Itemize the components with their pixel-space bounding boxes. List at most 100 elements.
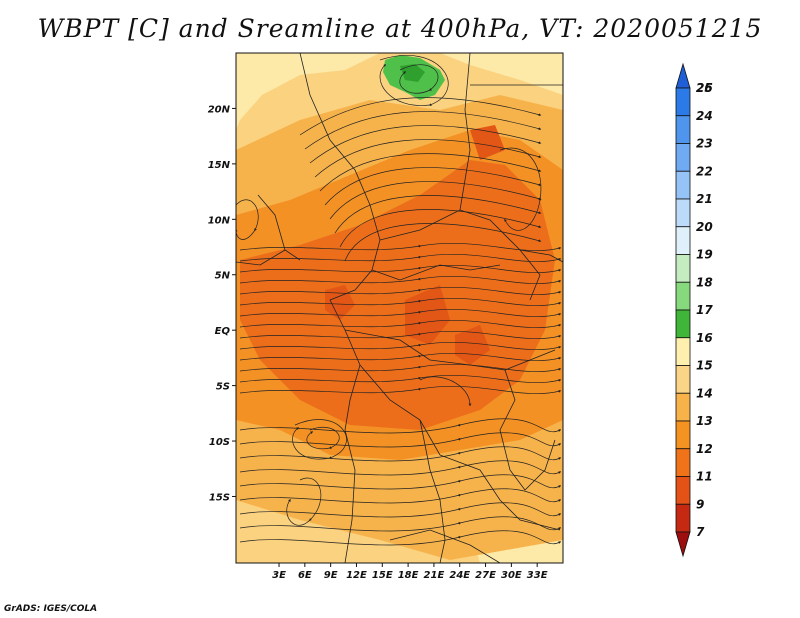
lat-tick-label: 10S (209, 437, 230, 448)
colorbar-swatch (675, 254, 691, 283)
colorbar-swatch (675, 143, 691, 172)
lon-tick-label: 9E (324, 570, 338, 581)
longitude-ticks: 3E 6E 9E 12E 15E 18E 21E 24E 27E 30E 33E (272, 563, 548, 581)
streamline-11 (239, 364, 562, 372)
wbpt-fill-layer (236, 53, 563, 563)
streamline-23 (344, 223, 542, 262)
streamline-32 (239, 530, 562, 546)
border-line-8 (344, 364, 361, 563)
lon-tick-label: 27E (475, 570, 496, 581)
streamlines (236, 55, 562, 546)
streamline-8 (239, 331, 562, 339)
streamline-2 (239, 265, 562, 273)
streamline-26 (239, 446, 562, 462)
plot-area (236, 53, 563, 563)
colorbar-label: 11 (696, 470, 713, 484)
colorbar-swatch (675, 87, 691, 117)
streamline-29 (239, 488, 562, 504)
lon-tick-label: 12E (346, 570, 367, 581)
colorbar-swatch (675, 198, 691, 228)
colorbar-label: 20 (696, 220, 713, 234)
border-line-15 (389, 529, 501, 563)
colorbar-label: 13 (696, 414, 713, 428)
colorbar-label: 23 (696, 137, 713, 151)
lat-tick-label: EQ (215, 326, 231, 337)
border-line-5 (329, 299, 441, 456)
colorbar-label: 25 (696, 81, 713, 95)
streamline-18 (319, 153, 542, 192)
streamline-38 (286, 477, 322, 526)
lat-tick-label: 5S (216, 382, 230, 393)
colorbar-label: 18 (696, 275, 713, 289)
streamline-40 (419, 376, 472, 407)
colorbar-swatch (675, 309, 691, 339)
streamline-1 (239, 254, 562, 262)
border-line-12 (257, 194, 301, 261)
streamline-31 (239, 516, 562, 532)
colorbar-label: 14 (696, 386, 713, 400)
streamline-9 (239, 342, 562, 350)
streamline-16 (309, 125, 542, 164)
streamline-27 (239, 460, 562, 476)
streamline-4 (239, 287, 562, 295)
streamline-13 (239, 386, 562, 394)
streamline-3 (239, 276, 562, 284)
colorbar-label: 9 (696, 497, 704, 511)
lon-tick-label: 24E (449, 570, 470, 581)
streamline-6 (239, 309, 562, 317)
lon-tick-label: 6E (298, 570, 312, 581)
colorbar-label: 12 (696, 442, 713, 456)
plot-frame (235, 52, 564, 564)
colorbar-swatch (675, 448, 691, 477)
colorbar-label: 15 (696, 359, 713, 373)
colorbar-swatch (675, 365, 691, 394)
colorbar-swatch (675, 392, 691, 422)
streamline-22 (339, 209, 542, 248)
region-24-d (470, 125, 505, 160)
streamline-21 (334, 195, 542, 234)
lon-tick-label: 21E (424, 570, 445, 581)
streamline-37 (236, 199, 259, 240)
footer-credit: GrADS: IGES/COLA (4, 604, 98, 614)
streamline-19 (324, 167, 542, 206)
colorbar-swatch (675, 531, 691, 558)
colorbar-swatch (675, 170, 691, 200)
lat-tick-label: 15N (208, 160, 231, 171)
colorbar-swatch (675, 62, 691, 89)
lon-tick-label: 15E (372, 570, 393, 581)
region-24-a (325, 285, 355, 320)
streamline-34 (379, 55, 449, 107)
border-line-1 (379, 53, 471, 241)
colorbar-label: 26 (696, 81, 713, 95)
streamline-15 (304, 111, 542, 150)
lon-tick-label: 33E (527, 570, 548, 581)
streamline-20 (329, 181, 542, 220)
colorbar-label: 22 (696, 164, 713, 178)
border-line-13 (236, 249, 286, 266)
colorbar-swatch (675, 281, 691, 311)
streamline-17 (314, 139, 542, 178)
lat-tick-label: 10N (208, 215, 231, 226)
colorbar-swatch (675, 115, 691, 144)
colorbar-swatch (675, 226, 691, 255)
map-title: WBPT [C] and Sreamline at 400hPa, VT: 20… (37, 14, 763, 43)
region-19-nw (236, 53, 380, 130)
latitude-ticks: 20N 15N 10N 5N EQ 5S 10S 15S (208, 104, 236, 503)
colorbar-label: 19 (696, 248, 713, 262)
lat-tick-label: 5N (215, 271, 231, 282)
streamline-24 (239, 418, 562, 434)
colorbar-swatch (675, 476, 691, 505)
region-19-ne (440, 53, 563, 95)
colorbar-label: 17 (696, 303, 713, 317)
streamline-5 (239, 298, 562, 306)
border-line-9 (419, 419, 446, 563)
lon-tick-label: 3E (272, 570, 286, 581)
colorbar-label: 16 (696, 331, 713, 345)
streamline-0 (239, 243, 562, 251)
streamline-10 (239, 353, 562, 361)
lat-tick-label: 20N (208, 104, 231, 115)
streamline-7 (239, 320, 562, 328)
colorbar-swatch (675, 503, 691, 533)
